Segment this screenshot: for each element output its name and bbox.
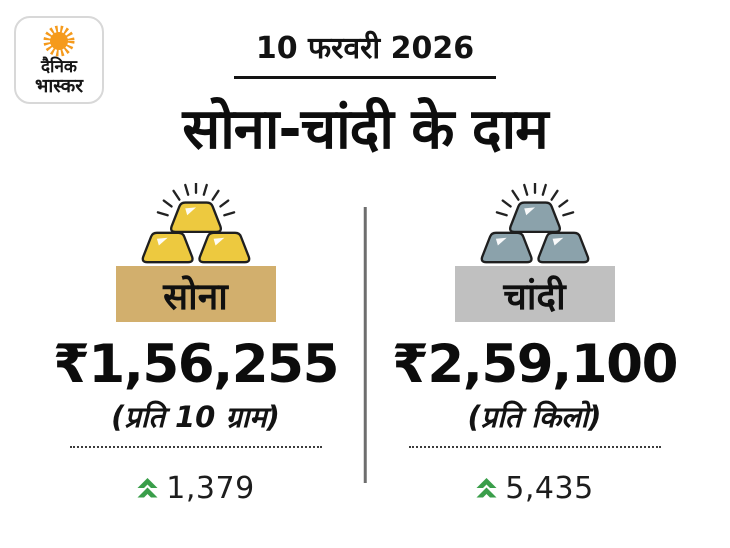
silver-column: चांदी ₹2,59,100 (प्रति किलो) 5,435 xyxy=(365,181,730,506)
silver-price: ₹2,59,100 xyxy=(392,334,678,395)
gold-change-value: 1,379 xyxy=(166,471,255,506)
sun-icon xyxy=(43,25,75,57)
gold-dotted-divider xyxy=(69,446,322,448)
logo-text: दैनिक भास्कर xyxy=(34,57,84,97)
logo-line-2: भास्कर xyxy=(34,74,84,97)
price-columns: सोना ₹1,56,255 (प्रति 10 ग्राम) 1,379 xyxy=(0,181,730,506)
date-row: 10 फरवरी 2026 xyxy=(0,0,730,79)
sun-rays xyxy=(43,25,75,57)
up-arrow-icon xyxy=(137,478,158,498)
logo-line-1: दैनिक xyxy=(41,57,77,77)
gold-price: ₹1,56,255 xyxy=(53,334,339,395)
silver-label-box: चांदी xyxy=(454,266,615,322)
gold-unit: (प्रति 10 ग्राम) xyxy=(111,400,280,434)
gold-label: सोना xyxy=(163,274,228,318)
silver-change-value: 5,435 xyxy=(505,471,594,506)
sun-core xyxy=(50,32,68,50)
date-label: 10 फरवरी 2026 xyxy=(233,26,497,79)
gold-change-row: 1,379 xyxy=(136,471,254,506)
gold-ingots-icon xyxy=(141,183,250,264)
silver-label: चांदी xyxy=(503,274,566,318)
dainik-bhaskar-logo: दैनिक भास्कर xyxy=(14,16,104,104)
up-arrow-icon xyxy=(476,478,497,498)
page-title: सोना-चांदी के दाम xyxy=(182,97,548,162)
silver-dotted-divider xyxy=(408,446,661,448)
gold-column: सोना ₹1,56,255 (प्रति 10 ग्राम) 1,379 xyxy=(0,181,365,506)
silver-unit: (प्रति किलो) xyxy=(467,400,602,434)
vertical-divider xyxy=(363,207,367,483)
gold-label-box: सोना xyxy=(115,266,276,322)
silver-change-row: 5,435 xyxy=(475,471,593,506)
silver-ingots-icon xyxy=(480,183,589,264)
